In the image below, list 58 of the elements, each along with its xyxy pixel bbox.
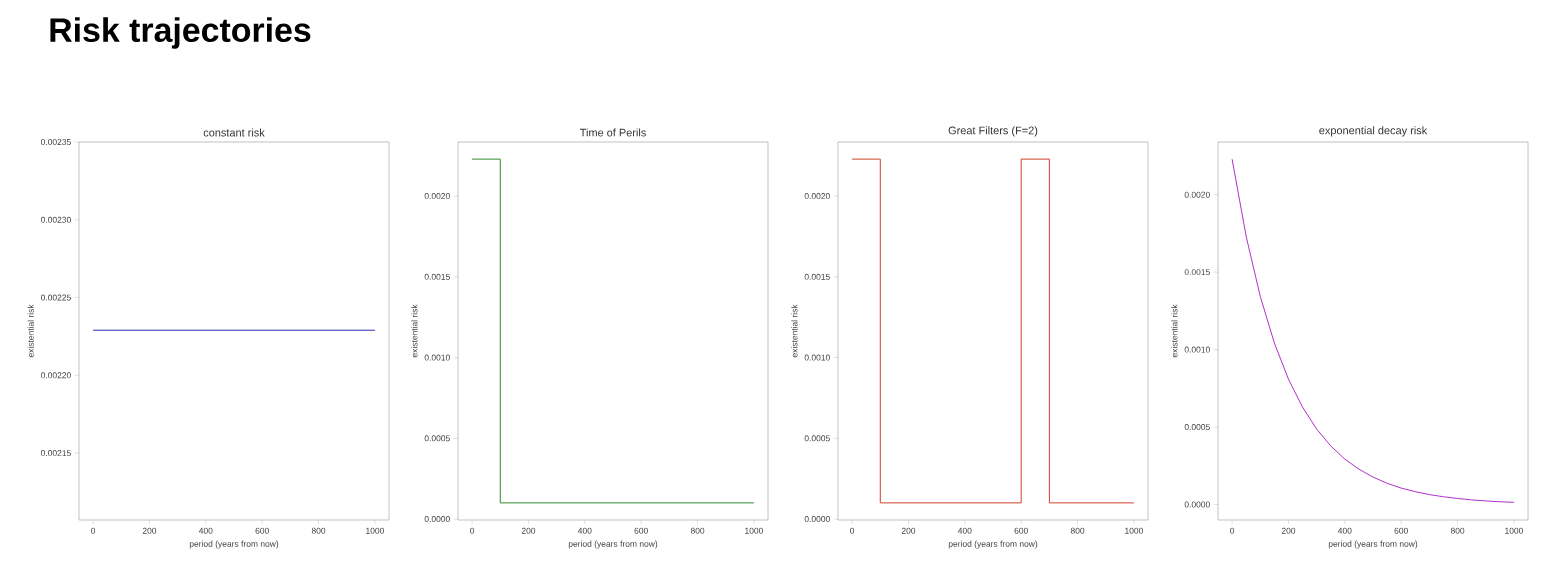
y-tick-label: 0.0005 [424,435,450,442]
x-tick-label: 600 [255,527,269,534]
y-tick-label: 0.0005 [804,435,830,442]
x-tick-label: 0 [470,527,475,534]
y-tick-label: 0.0010 [804,354,830,361]
x-tick-label: 400 [198,527,213,534]
y-tick-label: 0.0015 [804,273,830,280]
line-series [1231,158,1515,503]
x-axis-title: period (years from now) [1328,540,1418,549]
y-tick-label: 0.0020 [1184,191,1210,198]
y-tick-label: 0.00235 [40,139,71,145]
x-tick-label: 0 [1230,527,1235,534]
x-tick-label: 0 [91,527,96,534]
y-tick-label: 0.0000 [804,516,830,523]
x-tick-label: 800 [690,527,705,534]
x-axis-title: period (years from now) [948,540,1038,549]
x-tick-label: 600 [1394,527,1408,534]
y-tick-label: 0.0000 [424,516,450,523]
chart-title: Great Filters (F=2) [948,126,1038,137]
y-tick-label: 0.0015 [1184,269,1210,276]
y-tick-label: 0.0010 [1184,346,1210,353]
x-tick-label: 1000 [1125,527,1143,534]
y-tick-label: 0.0020 [804,193,830,200]
x-tick-label: 400 [577,527,592,534]
y-tick-label: 0.0000 [1184,501,1210,508]
x-tick-label: 400 [1337,527,1352,534]
x-tick-label: 1000 [745,527,763,534]
chart-title: Time of Perils [579,128,646,137]
x-tick-label: 800 [311,527,326,534]
x-tick-label: 200 [521,527,536,534]
y-tick-label: 0.00225 [40,294,71,301]
x-axis-title: period (years from now) [568,540,658,549]
x-tick-label: 600 [634,527,648,534]
y-axis-title: existential risk [1171,304,1178,358]
x-tick-label: 0 [850,527,855,534]
y-tick-label: 0.0015 [424,273,450,280]
x-tick-label: 600 [1014,527,1028,534]
y-tick-label: 0.00230 [40,216,71,223]
y-tick-label: 0.0005 [1184,424,1210,431]
y-tick-label: 0.00220 [40,372,71,379]
x-tick-label: 1000 [366,527,384,534]
x-tick-label: 200 [142,527,157,534]
text: Risk trajectories [50,17,311,49]
x-tick-label: 800 [1450,527,1465,534]
y-axis-title: existential risk [27,304,34,358]
x-tick-label: 1000 [1505,527,1524,534]
chart-title: exponential decay risk [1319,126,1428,137]
x-tick-label: 200 [1281,527,1296,534]
x-tick-label: 400 [957,527,972,534]
x-tick-label: 200 [901,527,916,534]
y-axis-title: existential risk [411,304,418,358]
chart-title: constant risk [203,128,265,137]
x-axis-title: period (years from now) [189,540,279,549]
x-tick-label: 800 [1070,527,1085,534]
y-tick-label: 0.00215 [40,450,71,457]
y-axis-title: existential risk [791,304,798,358]
y-tick-label: 0.0020 [424,193,450,200]
y-tick-label: 0.0010 [424,354,450,361]
